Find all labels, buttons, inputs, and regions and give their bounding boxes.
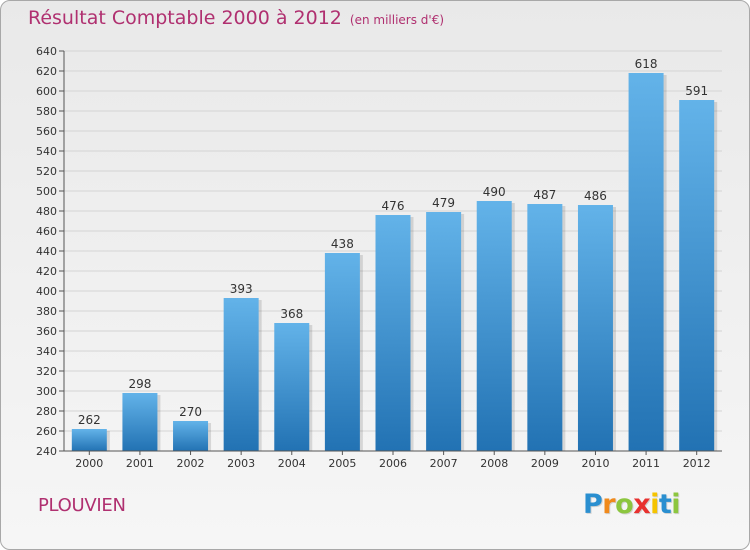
logo-letter: t (658, 489, 672, 520)
chart-title: Résultat Comptable 2000 à 2012 (en millie… (28, 7, 444, 29)
y-tick-label: 640 (36, 45, 57, 58)
x-tick-label: 2012 (683, 457, 711, 470)
x-tick-label: 2010 (581, 457, 609, 470)
bar-2011 (628, 73, 664, 451)
bar-value-labels: 262 298 270 393 368 438 476 479 490 487 486 618 591 (78, 57, 708, 427)
axes (63, 51, 722, 452)
y-tick-label: 380 (36, 305, 57, 318)
y-tick-label: 620 (36, 65, 57, 78)
bar-value-label: 591 (685, 84, 708, 98)
chart-subtitle: (en milliers d'€) (349, 13, 445, 27)
x-tick-label: 2005 (328, 457, 356, 470)
bar-2008 (476, 201, 512, 451)
bar-value-label: 618 (635, 57, 658, 71)
bar-value-label: 298 (128, 377, 151, 391)
bar-value-label: 393 (230, 282, 253, 296)
y-tick-label: 340 (36, 345, 57, 358)
bar-2002 (173, 421, 209, 451)
x-tick-label: 2008 (480, 457, 508, 470)
bar-value-label: 438 (331, 237, 354, 251)
y-tick-label: 300 (36, 385, 57, 398)
bar-value-label: 487 (533, 188, 556, 202)
bar-value-label: 490 (483, 185, 506, 199)
proxiti-logo: Proxiti (583, 489, 693, 525)
chart-title-text: Résultat Comptable 2000 à 2012 (28, 7, 342, 29)
bar-2012 (679, 100, 715, 451)
y-tick-label: 280 (36, 405, 57, 418)
x-tick-label: 2001 (126, 457, 154, 470)
bar-value-label: 486 (584, 189, 607, 203)
x-tick-label: 2000 (75, 457, 103, 470)
logo-letter: P (583, 489, 603, 520)
x-tick-label: 2004 (278, 457, 306, 470)
bar-2003 (223, 298, 259, 451)
place-name: PLOUVIEN (38, 495, 126, 516)
bar-2009 (527, 204, 563, 451)
y-tick-label: 440 (36, 245, 57, 258)
bar-2007 (426, 212, 462, 451)
y-tick-label: 480 (36, 205, 57, 218)
x-tick-label: 2007 (430, 457, 458, 470)
bars (71, 73, 718, 451)
y-tick-label: 260 (36, 425, 57, 438)
logo-letter: o (615, 489, 634, 520)
bar-value-label: 368 (280, 307, 303, 321)
y-tick-label: 520 (36, 165, 57, 178)
y-tick-label: 600 (36, 85, 57, 98)
x-tick-label: 2011 (632, 457, 660, 470)
y-tick-label: 360 (36, 325, 57, 338)
y-tick-label: 320 (36, 365, 57, 378)
logo-letter: x (633, 489, 651, 520)
x-tick-label: 2009 (531, 457, 559, 470)
bar-value-label: 262 (78, 413, 101, 427)
x-tick-label: 2006 (379, 457, 407, 470)
y-tick-label: 460 (36, 225, 57, 238)
y-tick-label: 560 (36, 125, 57, 138)
logo-letter: i (671, 489, 681, 520)
y-tick-label: 400 (36, 285, 57, 298)
y-axis-tick-labels: 240 260 280 300 320 340 360 380 400 420 440 460 480 5… (36, 45, 57, 458)
y-tick-label: 420 (36, 265, 57, 278)
y-tick-label: 240 (36, 445, 57, 458)
logo-letter: r (602, 489, 616, 520)
bar-2010 (577, 205, 613, 451)
logo-letter: i (650, 489, 659, 520)
y-tick-label: 500 (36, 185, 57, 198)
x-tick-label: 2002 (177, 457, 205, 470)
bar-2001 (122, 393, 158, 451)
y-tick-label: 580 (36, 105, 57, 118)
bar-2004 (274, 323, 310, 451)
bar-value-label: 270 (179, 405, 202, 419)
y-tick-label: 540 (36, 145, 57, 158)
bar-2006 (375, 215, 411, 451)
bar-value-label: 476 (382, 199, 405, 213)
bar-value-label: 479 (432, 196, 455, 210)
x-axis-tick-labels: 2000 2001 2002 2003 2004 2005 2006 2007 2008 2009… (75, 451, 711, 470)
x-tick-label: 2003 (227, 457, 255, 470)
bar-2005 (324, 253, 360, 451)
bar-2000 (71, 429, 107, 451)
